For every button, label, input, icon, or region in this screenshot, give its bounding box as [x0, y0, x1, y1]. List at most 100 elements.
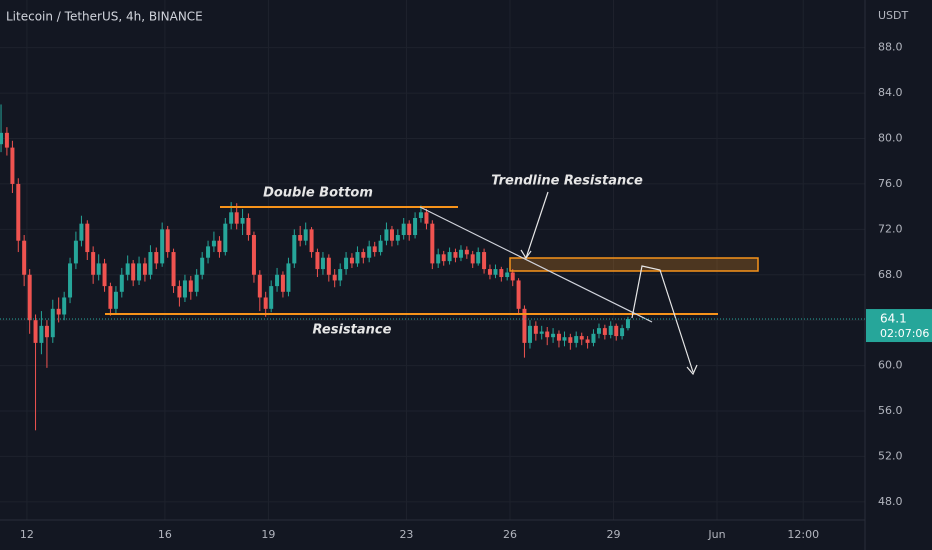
candle-body	[384, 229, 389, 241]
x-tick-label: 12	[20, 528, 34, 541]
candle-body	[614, 325, 619, 337]
y-tick-label: 56.0	[878, 404, 903, 417]
candles	[0, 104, 630, 431]
candle-body	[568, 337, 573, 343]
candle-body	[602, 328, 607, 335]
candle-body	[73, 240, 78, 264]
candle-body	[62, 297, 67, 315]
candle-body	[292, 235, 297, 264]
y-tick-label: 80.0	[878, 132, 903, 145]
candle-body	[275, 274, 280, 287]
candle-body	[430, 223, 435, 264]
countdown: 02:07:06	[880, 327, 929, 340]
candle-body	[556, 333, 561, 341]
candle-body	[298, 235, 303, 241]
candle-body	[108, 286, 113, 309]
x-tick-label: 26	[503, 528, 517, 541]
trendline-pointer	[525, 191, 549, 259]
candle-body	[137, 263, 142, 281]
candle-body	[389, 229, 394, 241]
candle-body	[16, 183, 21, 241]
candle-body	[142, 263, 147, 275]
x-tick-label: Jun	[707, 528, 725, 541]
candle-body	[160, 229, 165, 264]
candle-body	[68, 263, 73, 298]
candle-body	[505, 272, 510, 278]
candle-body	[378, 240, 383, 253]
candle-body	[447, 252, 452, 262]
candle-body	[349, 257, 354, 264]
chart-title: Litecoin / TetherUS, 4h, BINANCE	[6, 10, 203, 24]
candle-body	[464, 249, 469, 255]
last-price-label: 64.1	[880, 312, 907, 326]
candle-body	[401, 223, 406, 236]
candle-body	[194, 274, 199, 292]
x-tick-label: 19	[261, 528, 275, 541]
candle-body	[113, 291, 118, 309]
candle-body	[441, 254, 446, 262]
candle-body	[257, 274, 262, 298]
candle-body	[487, 269, 492, 275]
candle-body	[545, 331, 550, 338]
x-tick-label: 12:00	[787, 528, 819, 541]
candle-body	[551, 333, 556, 338]
resistance-zone	[509, 257, 759, 272]
candle-body	[22, 240, 27, 275]
candle-body	[85, 223, 90, 253]
candle-body	[395, 235, 400, 241]
candle-body	[251, 235, 256, 275]
candle-body	[148, 252, 153, 275]
candle-body	[574, 336, 579, 343]
candle-body	[407, 223, 412, 236]
candle-body	[50, 308, 55, 338]
candle-body	[579, 336, 584, 340]
candle-body	[91, 252, 96, 275]
y-tick-label: 48.0	[878, 495, 903, 508]
candle-body	[332, 274, 337, 281]
last-price-tag	[866, 309, 932, 343]
candle-body	[326, 257, 331, 275]
candle-body	[246, 217, 251, 236]
candle-body	[200, 257, 205, 275]
candle-body	[188, 280, 193, 292]
projection-head	[686, 364, 698, 376]
candle-body	[56, 308, 61, 315]
candle-body	[44, 325, 49, 338]
candle-body	[4, 132, 9, 148]
candle-body	[453, 252, 458, 258]
candle-body	[562, 337, 567, 341]
candle-body	[470, 254, 475, 264]
y-axis-label: USDT	[878, 9, 909, 22]
annotation: Trendline Resistance	[491, 174, 643, 189]
candle-body	[458, 249, 463, 258]
candle-body	[591, 333, 596, 343]
candle-body	[436, 254, 441, 264]
candle-body	[338, 269, 343, 281]
y-tick-label: 60.0	[878, 359, 903, 372]
candle-body	[234, 212, 239, 224]
candle-body	[240, 217, 245, 224]
candle-body	[154, 252, 159, 264]
candle-body	[39, 325, 44, 343]
x-tick-label: 29	[606, 528, 620, 541]
candle-body	[372, 246, 377, 253]
candle-body	[510, 272, 515, 281]
candle-body	[499, 269, 504, 278]
candle-body	[0, 132, 4, 145]
y-tick-label: 88.0	[878, 41, 903, 54]
candle-body	[522, 308, 527, 343]
candle-body	[217, 240, 222, 253]
candle-body	[367, 246, 372, 258]
candle-body	[527, 325, 532, 343]
candle-body	[229, 212, 234, 224]
candle-body	[608, 325, 613, 335]
candle-body	[596, 328, 601, 334]
candle-body	[539, 331, 544, 334]
candle-body	[482, 252, 487, 270]
candle-body	[355, 252, 360, 264]
candle-body	[27, 274, 32, 321]
candle-body	[344, 257, 349, 270]
candle-body	[171, 252, 176, 287]
candle-body	[413, 217, 418, 236]
